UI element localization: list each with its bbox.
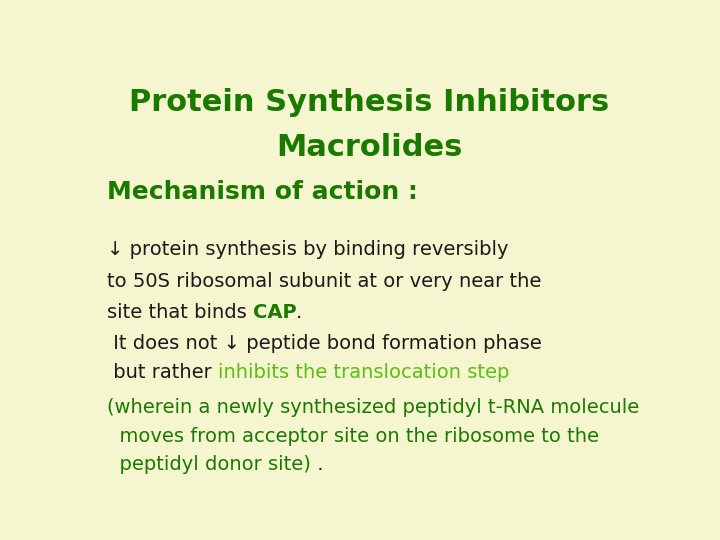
Text: Macrolides: Macrolides — [276, 133, 462, 163]
Text: Mechanism of action :: Mechanism of action : — [107, 180, 418, 204]
Text: ↓ protein synthesis by binding reversibly: ↓ protein synthesis by binding reversibl… — [107, 240, 508, 259]
Text: inhibits the translocation step: inhibits the translocation step — [217, 363, 509, 382]
Text: .: . — [297, 303, 302, 322]
Text: .: . — [310, 455, 323, 474]
Text: but rather: but rather — [107, 363, 217, 382]
Text: moves from acceptor site on the ribosome to the: moves from acceptor site on the ribosome… — [107, 428, 599, 447]
Text: Protein Synthesis Inhibitors: Protein Synthesis Inhibitors — [129, 87, 609, 117]
Text: site that binds: site that binds — [107, 303, 253, 322]
Text: to 50S ribosomal subunit at or very near the: to 50S ribosomal subunit at or very near… — [107, 272, 541, 291]
Text: peptidyl donor site): peptidyl donor site) — [107, 455, 310, 474]
Text: It does not ↓ peptide bond formation phase: It does not ↓ peptide bond formation pha… — [107, 334, 541, 353]
Text: CAP: CAP — [253, 303, 297, 322]
Text: (wherein a newly synthesized peptidyl t-RNA molecule: (wherein a newly synthesized peptidyl t-… — [107, 399, 639, 417]
